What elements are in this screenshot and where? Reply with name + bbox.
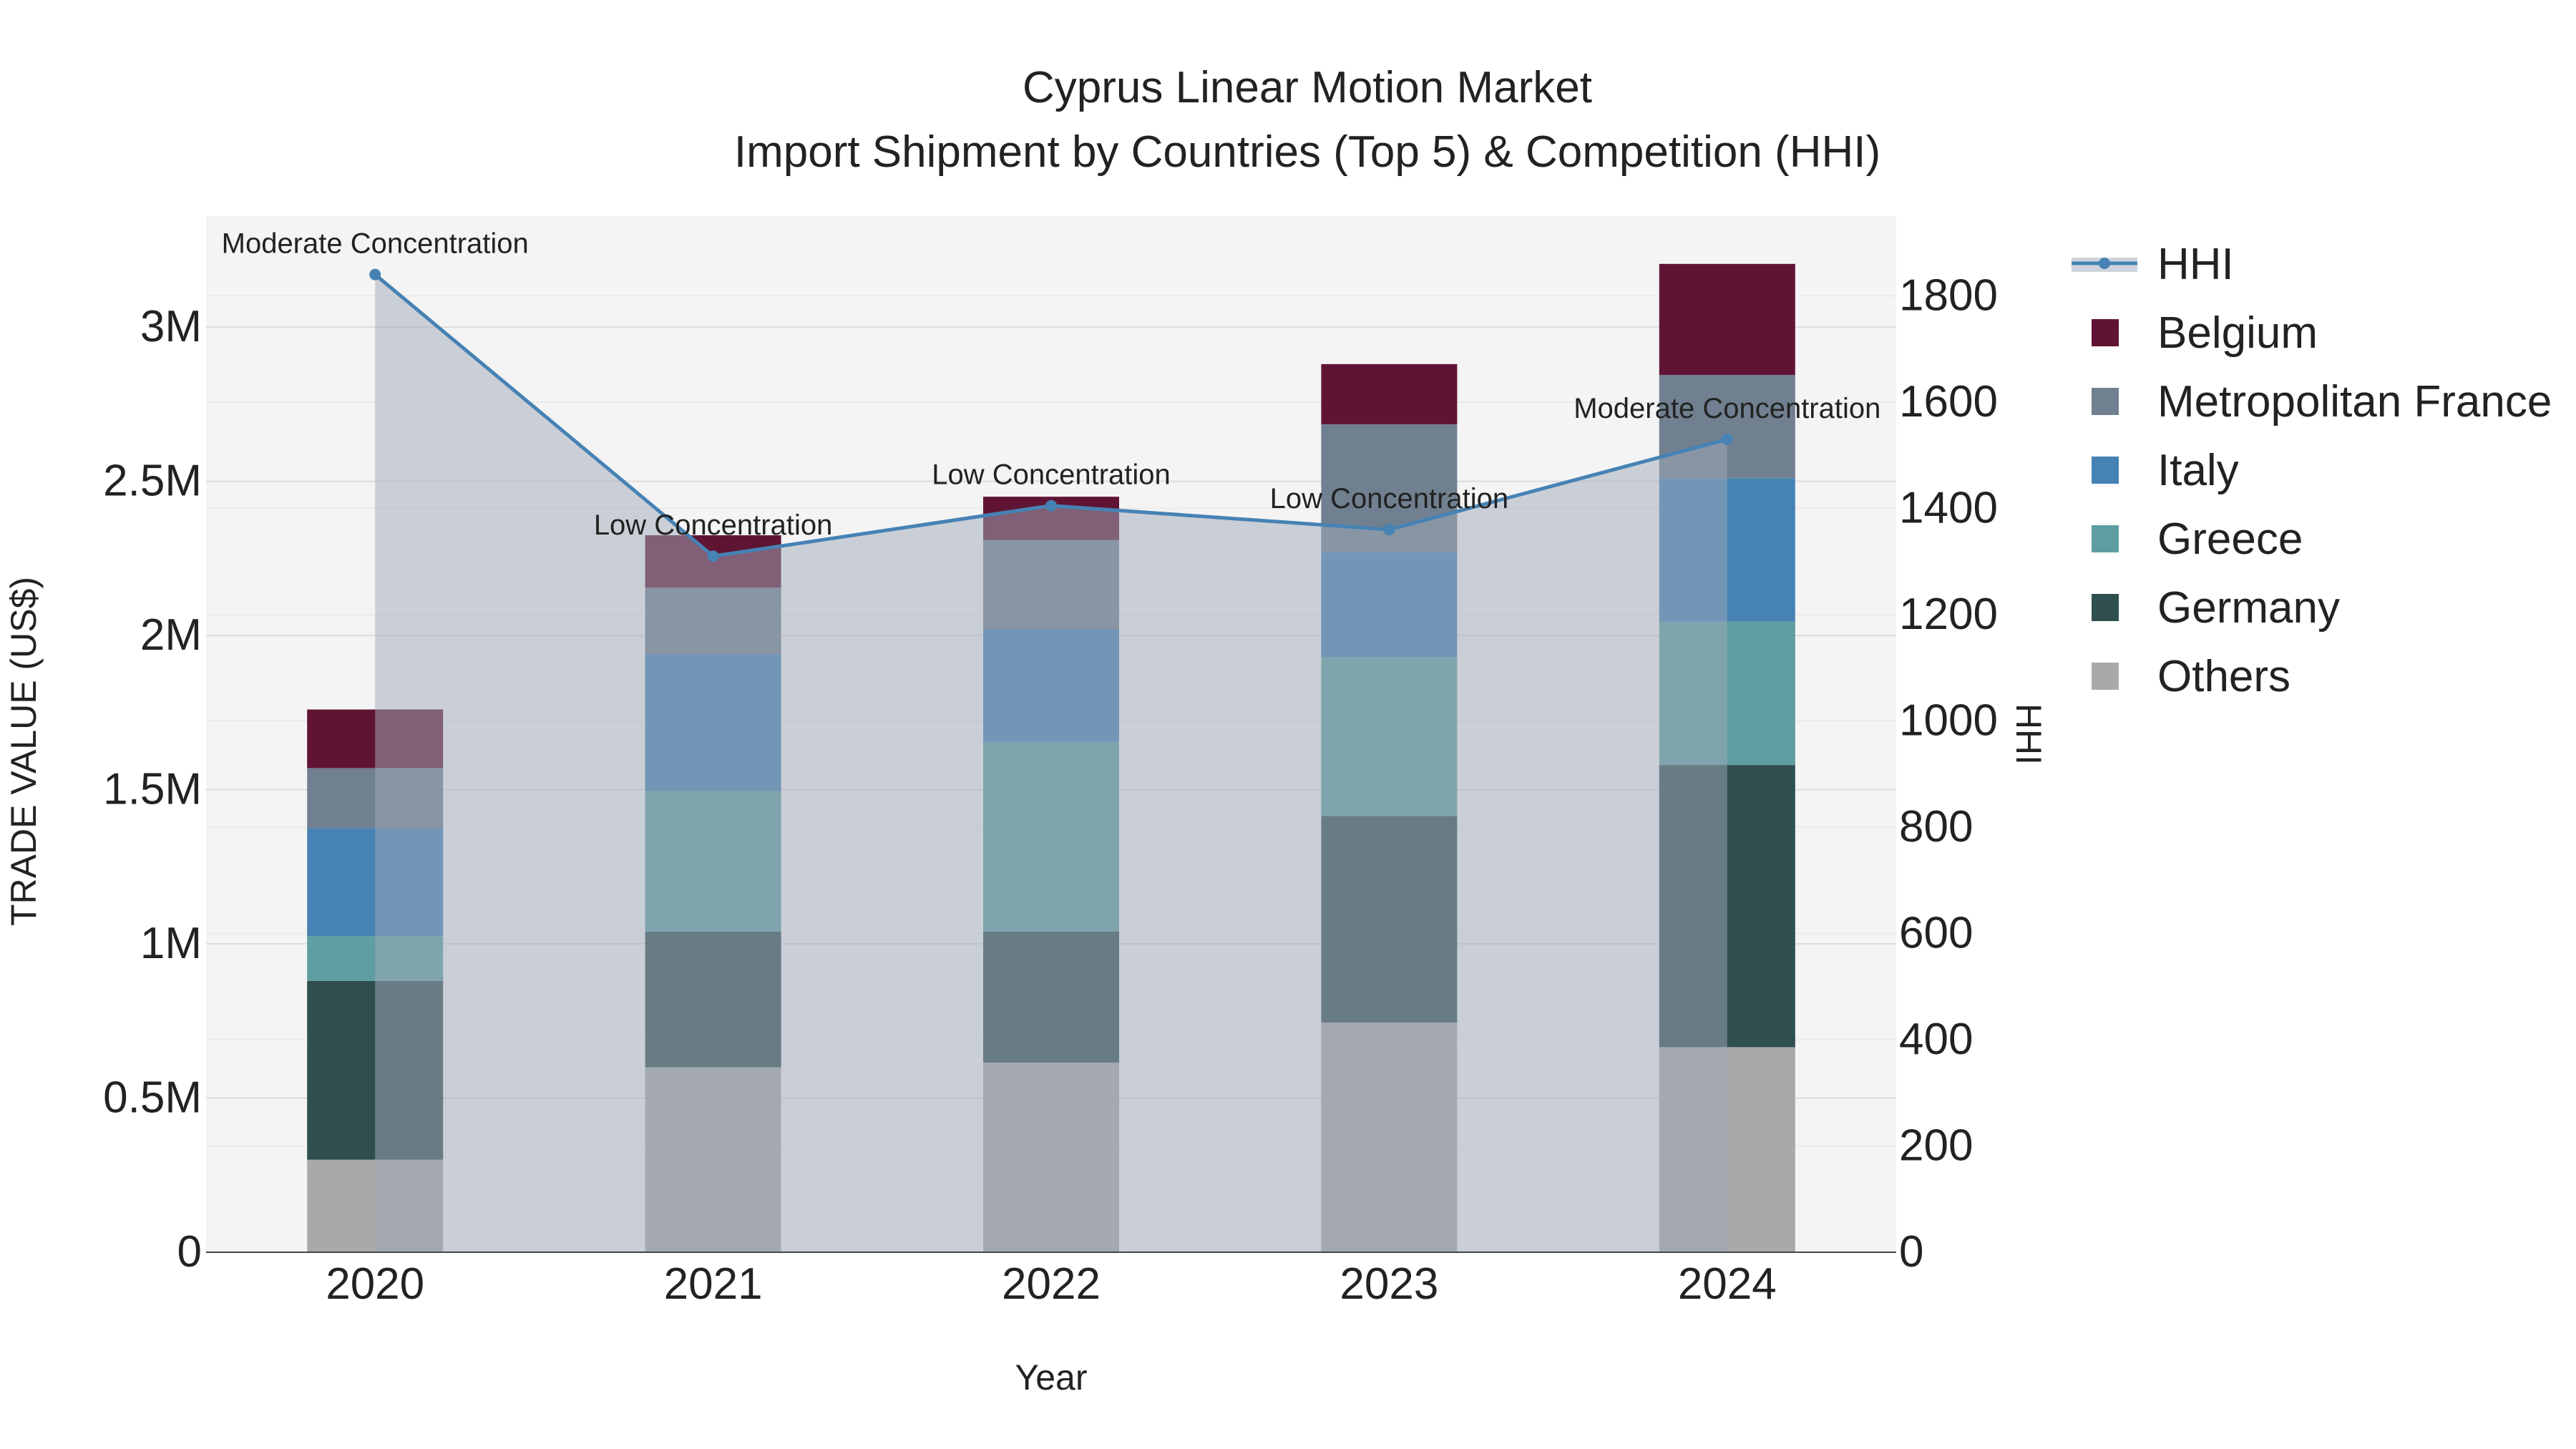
bar-belgium-2023 [1321, 364, 1458, 424]
hhi-point [707, 550, 719, 562]
hhi-annotation: Low Concentration [1270, 483, 1509, 514]
y2-tick-label: 600 [1899, 908, 1973, 957]
legend-swatch-germany [2092, 594, 2119, 621]
y2-tick-label: 400 [1899, 1015, 1973, 1064]
y-axis-ticks: 0 0.5M 1M 1.5M 2M 2.5M 3M [103, 302, 202, 1277]
y2-tick-label: 1800 [1899, 270, 1998, 320]
legend-label: Belgium [2157, 308, 2318, 358]
hhi-point [369, 268, 381, 280]
y-tick-label: 2.5M [103, 457, 202, 506]
x-axis-ticks: 2020 2021 2022 2023 2024 [326, 1259, 1777, 1309]
legend-label: Others [2157, 652, 2290, 701]
x-tick-label: 2023 [1340, 1259, 1438, 1309]
hhi-point [1721, 433, 1733, 445]
y2-tick-label: 800 [1899, 802, 1973, 852]
y2-tick-label: 1400 [1899, 483, 1998, 532]
y2-axis-title: HHI [2009, 703, 2049, 765]
y-tick-label: 1.5M [103, 765, 202, 814]
bar-belgium-2024 [1659, 263, 1795, 375]
legend-label: Germany [2157, 583, 2340, 633]
legend-swatch-others [2092, 663, 2119, 690]
y2-tick-label: 1000 [1899, 696, 1998, 745]
hhi-annotation: Low Concentration [594, 509, 833, 541]
hhi-annotation: Moderate Concentration [222, 228, 529, 260]
legend-swatch-belgium [2092, 319, 2119, 346]
x-axis-title: Year [1015, 1357, 1087, 1397]
y-tick-label: 1M [140, 919, 202, 968]
legend-swatch-italy [2092, 457, 2119, 484]
chart-title: Cyprus Linear Motion Market [1023, 63, 1592, 112]
y2-tick-label: 0 [1899, 1227, 1923, 1277]
hhi-annotation: Low Concentration [932, 459, 1171, 491]
y2-tick-label: 1600 [1899, 377, 1998, 426]
y2-tick-label: 1200 [1899, 590, 1998, 639]
legend-label: Italy [2157, 446, 2239, 495]
y-tick-label: 3M [140, 302, 202, 351]
x-tick-label: 2024 [1678, 1259, 1777, 1309]
y-axis-title: TRADE VALUE (US$) [4, 577, 44, 926]
y-tick-label: 0.5M [103, 1073, 202, 1123]
hhi-area [375, 274, 1727, 1253]
legend: HHI Belgium Metropolitan France Italy Greece… [2072, 240, 2552, 701]
y-tick-label: 2M [140, 610, 202, 660]
legend-label: HHI [2157, 240, 2234, 289]
hhi-point [1045, 499, 1057, 512]
hhi-point [1383, 524, 1395, 536]
legend-label: Metropolitan France [2157, 377, 2552, 426]
legend-swatch-metropolitan-france [2092, 388, 2119, 415]
legend-swatch-greece [2092, 525, 2119, 552]
hhi-annotation: Moderate Concentration [1574, 393, 1880, 424]
legend-swatch-hhi-marker [2099, 258, 2110, 269]
legend-label: Greece [2157, 514, 2303, 564]
y2-axis-ticks: 0 200 400 600 800 1000 1200 1400 1600 1800 [1899, 270, 1998, 1277]
x-tick-label: 2022 [1002, 1259, 1101, 1309]
x-tick-label: 2020 [326, 1259, 424, 1309]
x-tick-label: 2021 [664, 1259, 763, 1309]
hhi-layer: Moderate Concentration Low Concentration L… [222, 228, 1880, 1253]
chart-subtitle: Import Shipment by Countries (Top 5) & C… [734, 127, 1880, 177]
y-tick-label: 0 [177, 1227, 202, 1277]
y2-tick-label: 200 [1899, 1121, 1973, 1170]
